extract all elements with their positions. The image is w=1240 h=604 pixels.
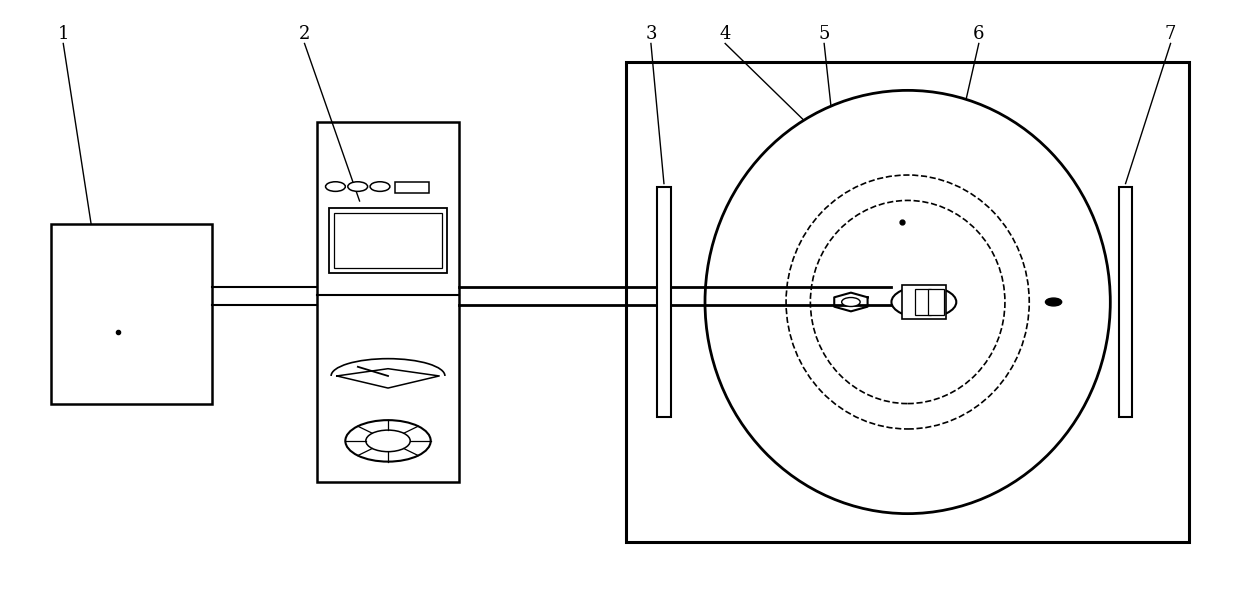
Bar [335, 213, 441, 268]
Text: 6: 6 [973, 25, 985, 43]
Bar [626, 62, 1189, 542]
Text: 2: 2 [299, 25, 310, 43]
Bar [394, 182, 429, 193]
Bar [929, 289, 945, 315]
Text: 7: 7 [1164, 25, 1177, 43]
Bar [51, 224, 212, 404]
Circle shape [366, 430, 410, 452]
Circle shape [842, 298, 861, 306]
Bar [330, 208, 446, 273]
Bar [1118, 187, 1132, 417]
Text: 3: 3 [645, 25, 657, 43]
Circle shape [370, 182, 389, 191]
Text: 4: 4 [719, 25, 730, 43]
Ellipse shape [706, 91, 1110, 513]
Circle shape [345, 420, 430, 461]
Bar [317, 121, 459, 483]
Circle shape [326, 182, 345, 191]
Circle shape [347, 182, 367, 191]
Text: 1: 1 [57, 25, 69, 43]
Circle shape [1045, 298, 1061, 306]
Circle shape [892, 286, 956, 318]
Bar [915, 289, 931, 315]
Bar [901, 285, 946, 319]
Text: 5: 5 [818, 25, 830, 43]
Bar [657, 187, 671, 417]
